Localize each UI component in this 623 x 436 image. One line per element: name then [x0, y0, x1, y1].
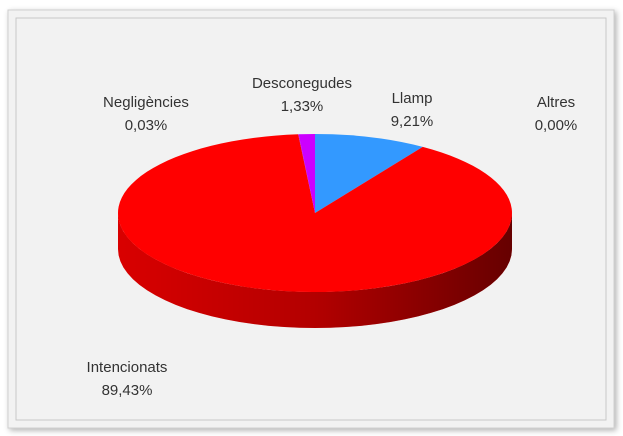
slice-value-label: 89,43% [102, 382, 153, 399]
slice-value-label: 9,21% [391, 113, 434, 130]
slice-label: Altres [537, 94, 575, 111]
slice-label: Intencionats [87, 359, 168, 376]
slice-value-label: 0,03% [125, 117, 168, 134]
slice-value-label: 1,33% [281, 98, 324, 115]
slice-label: Desconegudes [252, 75, 352, 92]
pie-slice [117, 134, 512, 292]
slice-value-label: 0,00% [535, 117, 578, 134]
slice-label: Negligències [103, 94, 189, 111]
slice-label: Llamp [392, 90, 433, 107]
pie-slice [315, 134, 423, 213]
pie-side-shade [118, 213, 512, 328]
pie-slice [298, 134, 315, 213]
pie-slice [298, 134, 315, 213]
